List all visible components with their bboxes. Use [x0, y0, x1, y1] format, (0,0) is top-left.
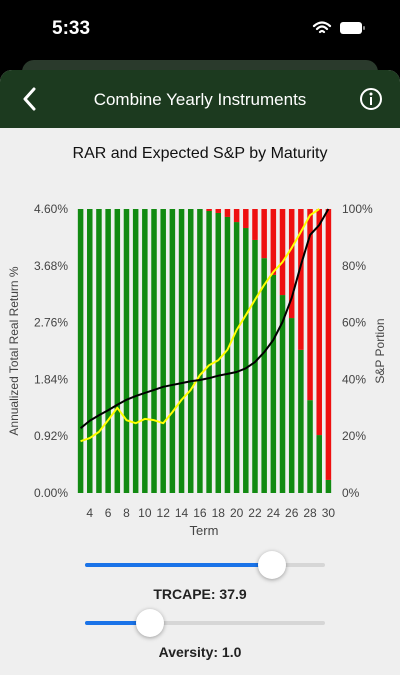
bar-segment: [279, 295, 286, 493]
bar-segment: [325, 479, 332, 493]
bar-segment: [77, 209, 84, 493]
y2-tick-label: 20%: [342, 429, 366, 443]
nav-bar: Combine Yearly Instruments: [0, 70, 400, 128]
trcape-label: TRCAPE: 37.9: [153, 586, 247, 602]
status-icons: [312, 21, 365, 34]
bar-segment: [215, 212, 222, 493]
status-bar: 5:33: [0, 0, 400, 60]
bar-segment: [233, 209, 240, 223]
bar-segment: [298, 349, 304, 493]
bar-segment: [160, 209, 166, 493]
y2-tick-label: 60%: [342, 316, 366, 330]
bar-segment: [224, 209, 231, 217]
x-tick-label: 8: [123, 506, 130, 520]
slider-fill: [85, 621, 150, 625]
y2-tick-label: 80%: [342, 259, 366, 273]
slider-fill: [85, 563, 272, 567]
bar-segment: [224, 216, 231, 493]
bar-segment: [132, 209, 139, 493]
y-tick-label: 4.60%: [34, 202, 68, 216]
x-tick-label: 22: [248, 506, 262, 520]
aversity-slider[interactable]: [85, 609, 325, 637]
x-tick-label: 20: [230, 506, 244, 520]
slider-thumb[interactable]: [136, 609, 164, 637]
bar-segment: [252, 209, 258, 240]
chart-title: RAR and Expected S&P by Maturity: [73, 145, 328, 162]
x-tick-label: 10: [138, 506, 152, 520]
y-tick-label: 0.92%: [34, 429, 68, 443]
x-axis-title: Term: [190, 523, 219, 538]
bar-segment: [233, 222, 240, 493]
x-tick-label: 26: [285, 506, 299, 520]
nav-title: Combine Yearly Instruments: [93, 90, 307, 109]
trcape-slider[interactable]: [85, 551, 325, 579]
bar-segment: [288, 318, 295, 493]
info-button[interactable]: [359, 87, 383, 111]
bar-segment: [307, 400, 313, 493]
x-tick-label: 24: [267, 506, 281, 520]
bar-segment: [316, 435, 322, 493]
y-tick-label: 3.68%: [34, 259, 68, 273]
y2-tick-label: 0%: [342, 486, 360, 500]
y-tick-label: 1.84%: [34, 372, 68, 386]
bar-segment: [187, 209, 194, 493]
bar-segment: [288, 209, 295, 319]
x-tick-label: 28: [303, 506, 317, 520]
y-tick-label: 0.00%: [34, 486, 68, 500]
bar-segment: [316, 209, 322, 436]
bar-segment: [270, 274, 277, 493]
x-tick-label: 6: [105, 506, 112, 520]
line: [79, 208, 330, 429]
y2-axis-title: S&P Portion: [373, 318, 387, 383]
x-tick-label: 18: [212, 506, 226, 520]
y2-tick-label: 100%: [342, 202, 373, 216]
bar-segment: [215, 209, 222, 213]
slider-thumb[interactable]: [258, 551, 286, 579]
bar-segment: [243, 209, 249, 229]
bar-segment: [169, 209, 176, 493]
bar-segment: [105, 209, 111, 493]
bar-segment: [298, 209, 304, 350]
aversity-label: Aversity: 1.0: [158, 644, 242, 660]
x-tick-label: 14: [175, 506, 189, 520]
bar-segment: [325, 209, 332, 480]
bar-segment: [252, 239, 258, 493]
bar-segment: [87, 209, 93, 493]
bar-segment: [261, 258, 267, 493]
bar-segment: [279, 209, 286, 296]
clock: 5:33: [52, 18, 91, 39]
y-axis-title: Annualized Total Real Return %: [7, 266, 21, 436]
x-tick-label: 30: [322, 506, 336, 520]
bar-segment: [123, 209, 130, 493]
bar-segment: [243, 228, 249, 493]
bar-segment: [261, 209, 267, 259]
bar-segment: [96, 209, 102, 493]
x-tick-label: 16: [193, 506, 207, 520]
bar-segment: [151, 209, 157, 493]
bar-segment: [197, 209, 203, 493]
bar-segment: [270, 209, 277, 275]
line: [80, 208, 320, 443]
x-tick-label: 4: [86, 506, 93, 520]
bar-segment: [307, 209, 313, 401]
x-tick-label: 12: [157, 506, 171, 520]
bar-segment: [206, 210, 212, 493]
bar-segment: [206, 209, 212, 211]
bar-segment: [178, 209, 185, 493]
chart: RAR and Expected S&P by Maturity S&P Por…: [7, 145, 387, 538]
y-tick-label: 2.76%: [34, 316, 68, 330]
bar-segment: [114, 209, 121, 493]
y2-tick-label: 40%: [342, 372, 366, 386]
back-button[interactable]: [20, 87, 40, 111]
bar-segment: [142, 209, 148, 493]
